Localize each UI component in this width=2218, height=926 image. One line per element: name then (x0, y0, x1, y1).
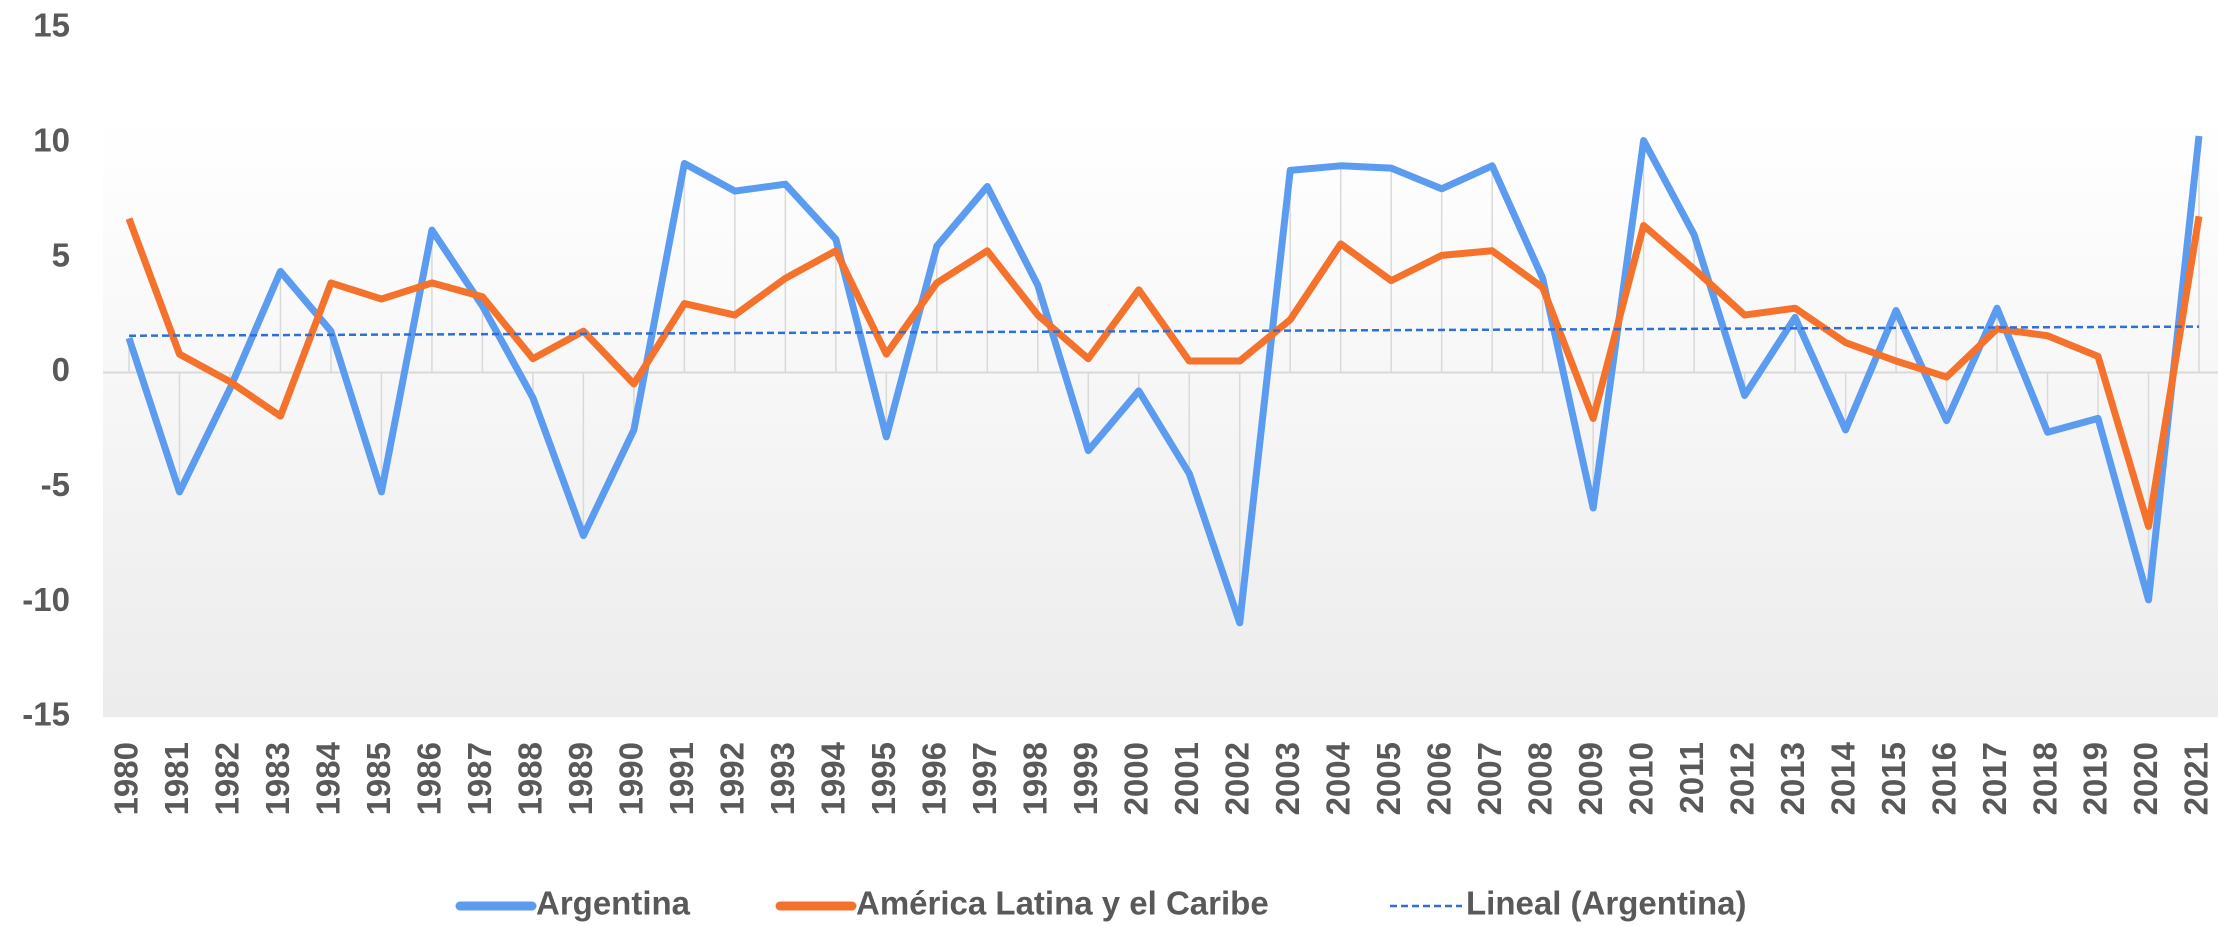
x-tick-label: 1990 (613, 742, 650, 815)
x-tick-label: 2017 (1976, 742, 2013, 815)
x-tick-label: 1982 (209, 742, 246, 815)
x-tick-label: 2018 (2026, 742, 2063, 815)
y-tick-label: 10 (33, 122, 70, 159)
x-tick-label: 1999 (1067, 742, 1104, 815)
legend: Argentina América Latina y el Caribe Linea… (455, 885, 1747, 922)
x-tick-label: 1994 (815, 741, 852, 815)
y-tick-label: -15 (22, 696, 70, 733)
x-tick-label: 2003 (1269, 742, 1306, 815)
x-tick-label: 1983 (259, 742, 296, 815)
x-tick-label: 1996 (916, 742, 953, 815)
x-tick-label: 1995 (865, 742, 902, 815)
x-tick-label: 2013 (1774, 742, 1811, 815)
x-tick-label: 2010 (1622, 742, 1659, 815)
plot-background (103, 120, 2218, 717)
x-tick-label: 2007 (1471, 742, 1508, 815)
x-tick-label: 1998 (1016, 742, 1053, 815)
x-tick-label: 2020 (2127, 742, 2164, 815)
y-tick-label: 15 (33, 7, 70, 44)
x-tick-label: 1987 (461, 742, 498, 815)
x-tick-label: 1985 (360, 742, 397, 815)
x-tick-label: 1989 (562, 742, 599, 815)
x-tick-label: 2005 (1370, 742, 1407, 815)
x-tick-label: 1986 (411, 742, 448, 815)
x-tick-label: 2008 (1521, 742, 1558, 815)
x-tick-label: 2021 (2178, 742, 2215, 815)
x-tick-label: 2011 (1673, 742, 1710, 814)
x-tick-label: 1991 (663, 742, 700, 815)
x-tick-label: 1980 (108, 742, 145, 815)
x-tick-label: 2019 (2077, 742, 2114, 815)
x-tick-label: 2002 (1218, 742, 1255, 815)
series-line (125, 215, 2203, 530)
x-tick-label: 2016 (1925, 742, 1962, 815)
y-tick-label: 5 (52, 236, 70, 273)
x-tick-label: 2015 (1875, 742, 1912, 815)
y-tick-label: -5 (41, 466, 70, 503)
x-tick-label: 2001 (1168, 742, 1205, 815)
x-tick-label: 2004 (1319, 741, 1356, 815)
y-tick-label: -10 (22, 581, 70, 618)
x-tick-label: 2009 (1572, 742, 1609, 815)
x-tick-label: 2000 (1117, 742, 1154, 815)
legend-label: Lineal (Argentina) (1466, 885, 1747, 922)
x-tick-label: 2012 (1723, 742, 1760, 815)
y-tick-label: 0 (52, 351, 70, 388)
x-tick-label: 1981 (158, 742, 195, 815)
x-tick-label: 2014 (1824, 741, 1861, 815)
x-tick-label: 1992 (714, 742, 751, 815)
legend-label: Argentina (536, 885, 691, 922)
legend-label: América Latina y el Caribe (856, 885, 1269, 922)
x-tick-label: 1984 (310, 741, 347, 815)
trend-line (128, 325, 2200, 338)
x-tick-label: 1988 (512, 742, 549, 815)
x-tick-label: 2006 (1420, 742, 1457, 815)
x-tick-label: 1997 (966, 742, 1003, 815)
x-tick-label: 1993 (764, 742, 801, 815)
